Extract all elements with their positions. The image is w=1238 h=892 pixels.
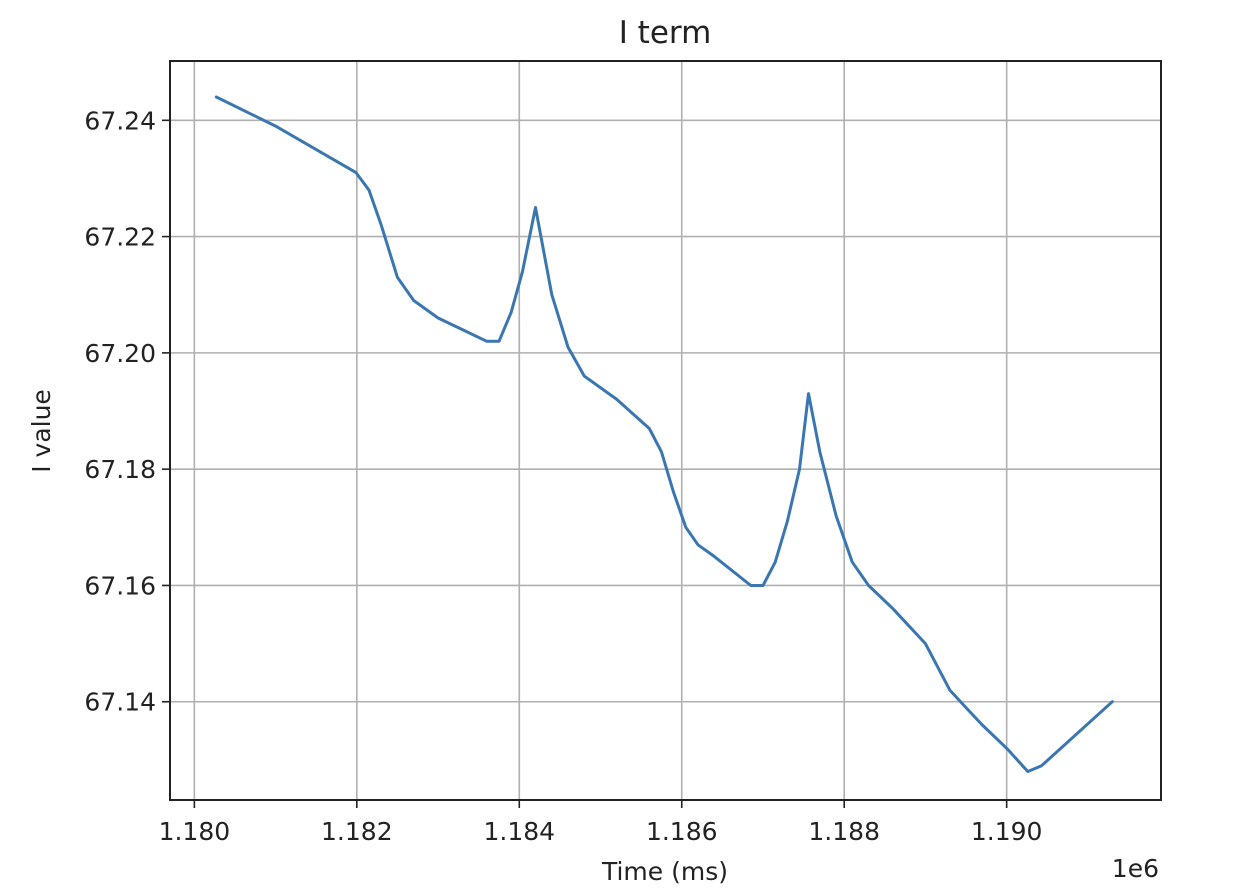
y-tick-label: 67.14 [84,688,156,717]
y-axis-label: I value [27,389,56,473]
chart-title: I term [619,15,712,51]
x-tick-label: 1.190 [971,817,1043,846]
y-tick-label: 67.16 [84,571,156,600]
x-tick-label: 1.184 [483,817,555,846]
x-axis-label: Time (ms) [601,857,728,886]
axis-ticks: 1.180 1.182 1.184 1.186 1.188 1.190 67.14 67.16… [84,106,1042,846]
y-tick-label: 67.22 [84,223,156,252]
plot-frame [169,60,1162,801]
x-tick-label: 1.182 [321,817,393,846]
x-axis-offset-label: 1e6 [1112,854,1159,883]
y-tick-label: 67.18 [84,455,156,484]
x-tick-label: 1.180 [159,817,231,846]
y-tick-label: 67.20 [84,339,156,368]
series-line [214,95,1114,773]
x-tick-label: 1.188 [808,817,880,846]
series-group [214,95,1114,773]
x-tick-label: 1.186 [646,817,718,846]
y-tick-label: 67.24 [84,106,156,135]
